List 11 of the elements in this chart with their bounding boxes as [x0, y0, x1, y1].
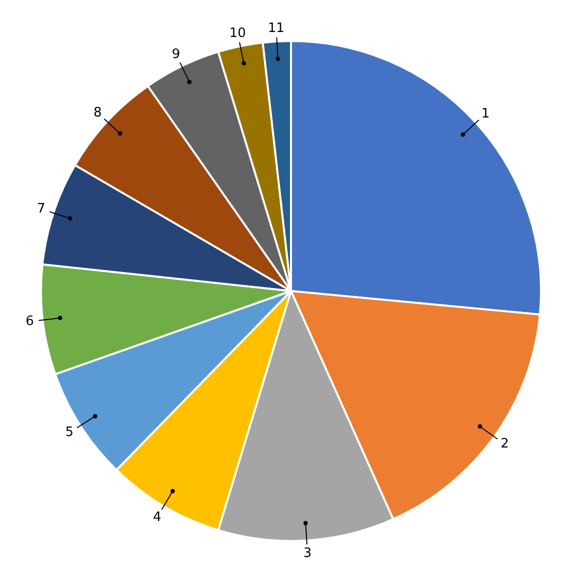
slice-label: 1 [481, 106, 490, 122]
slice-label: 7 [36, 201, 46, 216]
slice-label: 11 [268, 20, 284, 36]
slice-label: 9 [172, 46, 180, 62]
slice-label: 3 [303, 546, 312, 561]
slice-label: 2 [500, 436, 509, 452]
slice-label: 6 [26, 314, 34, 329]
slice-label: 4 [152, 510, 162, 525]
slice-label: 5 [65, 425, 74, 440]
slice-label: 8 [93, 105, 102, 120]
slice-label: 10 [229, 26, 246, 41]
